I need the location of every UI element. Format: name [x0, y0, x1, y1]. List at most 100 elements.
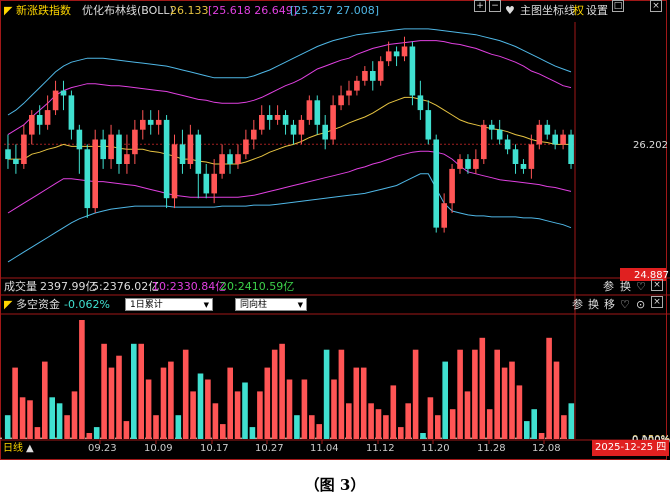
candle-body	[116, 134, 122, 164]
fund-flow-bar	[464, 391, 471, 439]
x-tick-label: 10.17	[200, 443, 229, 454]
candle-body	[44, 110, 51, 125]
fund-flow-bar	[338, 349, 345, 439]
candle-body	[370, 71, 376, 81]
title-bar: ◤ 新涨跌指数 优化布林线(BOLL) 26.133 [25.618 26.64…	[0, 0, 670, 22]
fund-flow-bar	[234, 391, 241, 439]
candle-body	[520, 164, 527, 169]
candle-body	[13, 159, 19, 164]
fund-flow-bar	[405, 403, 411, 439]
candle-body	[132, 129, 138, 155]
fund-flow-bar	[546, 337, 552, 439]
period-up-icon[interactable]: ▲	[26, 443, 34, 454]
indicator-label: 多空资金	[16, 298, 60, 311]
x-tick-label: 10.09	[144, 443, 173, 454]
boll-lower-value: [25.257 27.008]	[290, 4, 380, 17]
indicator-switch-button[interactable]: 换	[588, 298, 599, 311]
candle-body	[568, 134, 574, 164]
candle-body	[29, 115, 35, 135]
volume-info-bar: 成交量 2397.99亿 5:2376.02亿 10:2330.84亿 20:2…	[0, 279, 670, 295]
fund-flow-bar	[279, 343, 285, 439]
candle-body	[68, 95, 75, 130]
fund-flow-bar	[86, 433, 93, 439]
volume-switch-button[interactable]: 换	[620, 280, 631, 293]
price-axis-current-label: 26.202	[633, 140, 668, 151]
candle-body	[21, 134, 27, 164]
candle-body	[544, 124, 551, 135]
fund-flow-bar	[93, 427, 100, 439]
candle-body	[449, 168, 455, 204]
x-tick-label: 11.20	[421, 443, 450, 454]
indicator-name[interactable]: 优化布林线(BOLL)	[82, 4, 174, 17]
favorite-heart-icon[interactable]: ♥	[505, 4, 515, 17]
indicator-arrow-icon[interactable]: ◤	[4, 298, 13, 311]
volume-heart-icon[interactable]: ♡	[636, 280, 646, 293]
fund-flow-bar	[346, 403, 352, 439]
dropdown-arrow-icon[interactable]: ◤	[4, 4, 13, 17]
level-label: 0.100%	[632, 434, 670, 445]
main-chart-button[interactable]: 主图	[520, 4, 542, 17]
fund-flow-bar	[316, 424, 322, 439]
fund-flow-bar	[457, 349, 463, 439]
fund-flow-bar	[49, 397, 55, 439]
boll-outer-upper-line	[7, 28, 572, 116]
accumulation-select[interactable]: 1日累计 ▼	[125, 298, 213, 311]
candle-body	[425, 110, 432, 140]
bar-style-select[interactable]: 同向柱 ▼	[235, 298, 307, 311]
candle-body	[195, 134, 202, 174]
candle-body	[274, 115, 281, 120]
candle-body	[465, 159, 471, 169]
candle-body	[282, 115, 289, 125]
fund-flow-bar	[375, 409, 382, 439]
fund-flow-bar	[420, 433, 426, 439]
fund-flow-bar	[294, 415, 300, 439]
candle-body	[60, 90, 67, 96]
fund-flow-bar	[56, 403, 63, 439]
fund-flow-bar	[190, 391, 196, 439]
candle-body	[441, 203, 447, 228]
index-name[interactable]: 新涨跌指数	[16, 4, 71, 17]
indicator-params-button[interactable]: 参	[572, 298, 583, 311]
rights-button[interactable]: 权	[573, 4, 584, 17]
fund-flow-bar	[4, 415, 11, 439]
volume-ma20: 20:2410.59亿	[220, 280, 295, 293]
x-tick-label: 09.23	[88, 443, 117, 454]
indicator-move-button[interactable]: 移	[604, 298, 615, 311]
fund-flow-bar	[101, 343, 107, 439]
candle-body	[536, 124, 543, 145]
fund-flow-bar	[212, 403, 219, 439]
gridline-button[interactable]: 坐标线	[542, 4, 575, 17]
period-label[interactable]: 日线	[3, 443, 23, 454]
indicator-heart-icon[interactable]: ♡	[620, 298, 630, 311]
fund-flow-bar	[271, 349, 278, 439]
fund-flow-bar	[509, 361, 515, 439]
volume-params-button[interactable]: 参	[603, 280, 614, 293]
indicator-clock-icon[interactable]: ⊙	[636, 298, 646, 311]
candle-body	[314, 100, 321, 125]
fund-flow-bar	[383, 415, 389, 439]
candle-body	[92, 139, 98, 209]
x-tick-label: 10.27	[255, 443, 284, 454]
fund-flow-bar	[264, 367, 271, 439]
fund-flow-bar	[368, 403, 374, 439]
bar-style-select-value: 同向柱	[240, 300, 268, 310]
fund-flow-bar	[501, 367, 508, 439]
settings-button[interactable]: 设置	[586, 4, 608, 17]
fund-flow-bar	[160, 367, 167, 439]
fund-flow-bar	[123, 421, 130, 439]
fund-flow-bar	[568, 403, 575, 439]
fund-flow-bar	[108, 367, 115, 439]
candle-body	[108, 134, 114, 160]
candle-body	[473, 159, 479, 169]
boll-lower-line	[7, 150, 572, 214]
price-axis-bottom-label: 24.887	[634, 270, 669, 281]
candle-body	[322, 124, 328, 140]
current-date-badge: 2025-12-25 四	[592, 440, 670, 456]
fund-flow-bar	[227, 367, 233, 439]
fund-flow-bar	[220, 424, 226, 439]
fund-flow-bar	[427, 397, 434, 439]
candle-body	[100, 139, 106, 160]
candle-body	[140, 119, 146, 130]
fund-flow-bar	[205, 379, 211, 439]
